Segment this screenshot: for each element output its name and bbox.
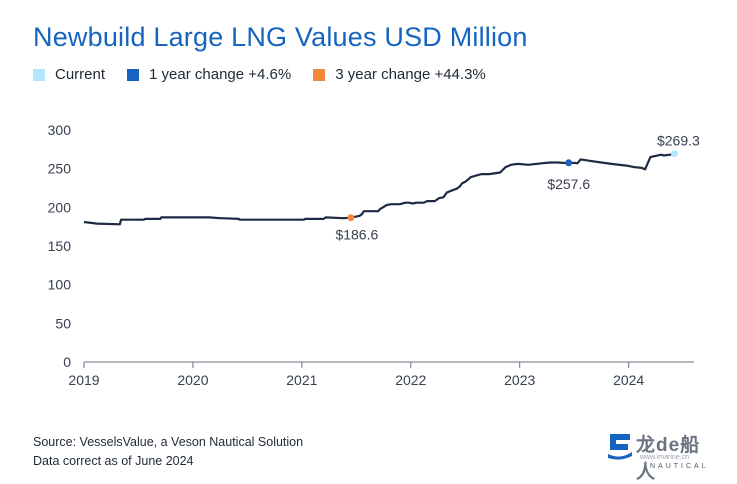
data-label: $186.6 <box>335 227 378 243</box>
line-chart: 0 50 100 150 200 250 300 2019 2020 2021 2022 2023 20… <box>48 122 700 388</box>
series-line <box>83 152 675 226</box>
legend-item-3-year: 3 year change +44.3% <box>313 66 486 83</box>
y-tick-label: 250 <box>48 161 72 177</box>
legend-item-1-year: 1 year change +4.6% <box>127 66 291 83</box>
x-tick-label: 2023 <box>504 372 535 388</box>
legend-label-1-year: 1 year change +4.6% <box>149 66 292 83</box>
legend-swatch-3-year <box>313 68 326 81</box>
y-tick-label: 150 <box>48 238 72 254</box>
data-label: $257.6 <box>547 176 590 192</box>
data-date-note: Data correct as of June 2024 <box>33 454 194 468</box>
data-point-marker <box>347 214 355 222</box>
legend: Current 1 year change +4.6% 3 year chang… <box>33 66 508 83</box>
footer: Source: VesselsValue, a Veson Nautical S… <box>33 433 303 471</box>
chart-title: Newbuild Large LNG Values USD Million <box>33 22 528 52</box>
y-tick-label: 200 <box>48 199 72 215</box>
legend-item-current: Current <box>33 66 105 83</box>
y-tick-label: 300 <box>48 122 72 138</box>
y-tick-label: 100 <box>48 277 72 293</box>
legend-swatch-1-year <box>127 68 140 81</box>
x-tick-label: 2019 <box>68 372 99 388</box>
y-tick-label: 0 <box>63 354 71 370</box>
legend-label-current: Current <box>55 66 106 83</box>
x-tick-label: 2020 <box>177 372 208 388</box>
logo-url: www.imarine.cn <box>640 454 690 461</box>
data-point-marker <box>565 159 573 167</box>
x-tick-label: 2024 <box>613 372 644 388</box>
data-point-marker <box>670 150 678 158</box>
ship-logo-icon <box>608 434 632 460</box>
logo-brand-text: 龙de船人 <box>636 435 701 483</box>
legend-label-3-year: 3 year change +44.3% <box>335 66 486 83</box>
x-tick-label: 2022 <box>395 372 426 388</box>
y-tick-label: 50 <box>55 315 71 331</box>
legend-swatch-current <box>33 68 45 81</box>
x-tick-label: 2021 <box>286 372 317 388</box>
data-label: $269.3 <box>657 133 700 149</box>
source-note: Source: VesselsValue, a Veson Nautical S… <box>33 435 304 449</box>
brand-logo: 龙de船人 www.imarine.cn NAUTICAL <box>606 426 716 483</box>
logo-subtitle: NAUTICAL <box>650 463 709 470</box>
